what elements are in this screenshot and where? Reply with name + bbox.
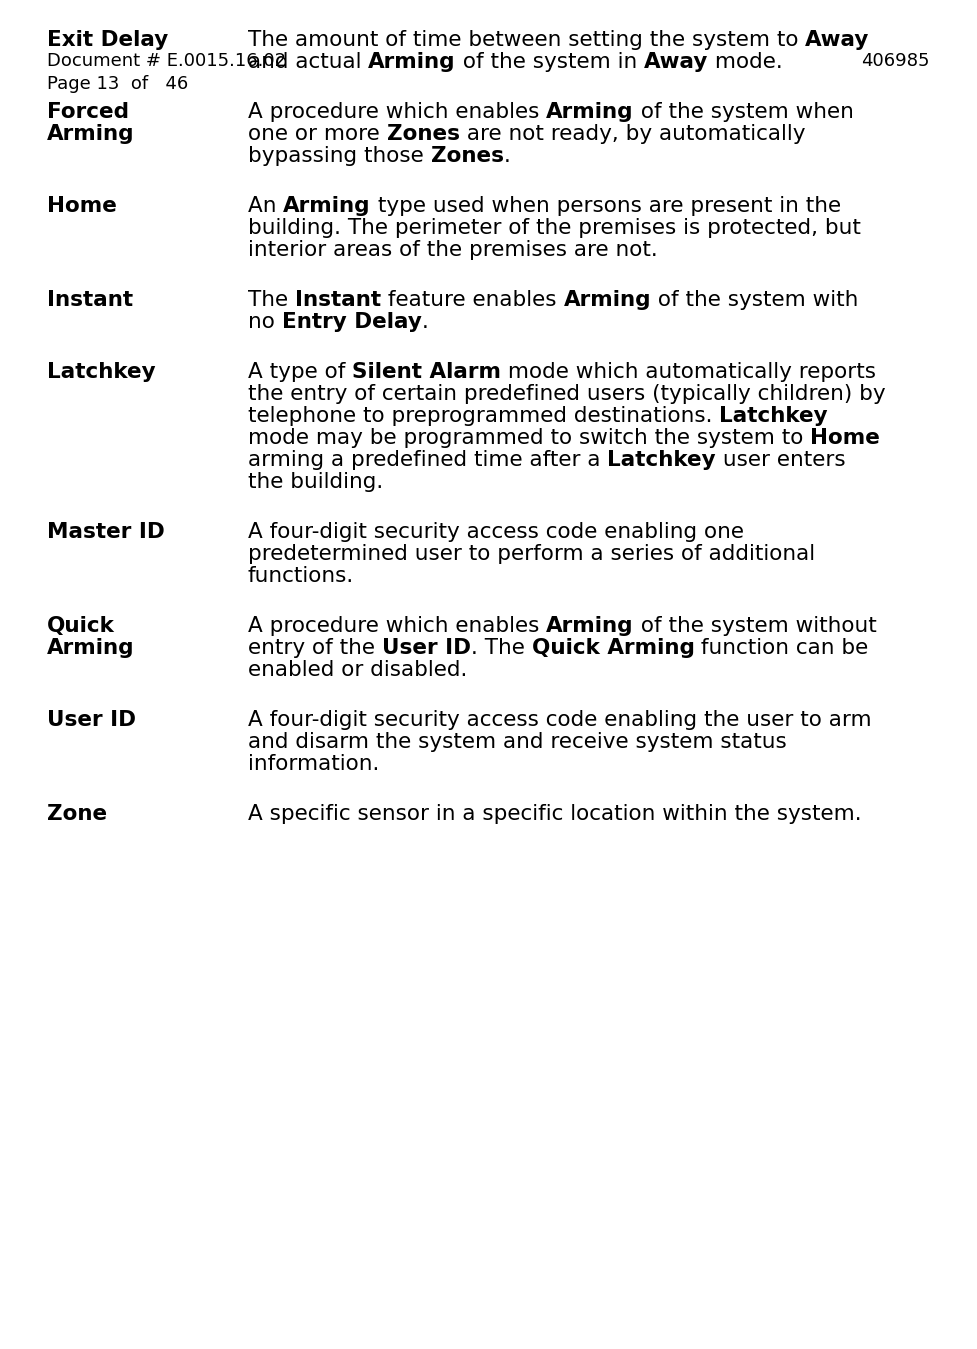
Text: .: . <box>503 146 511 166</box>
Text: Zones: Zones <box>431 146 503 166</box>
Text: User ID: User ID <box>382 638 471 658</box>
Text: type used when persons are present in the: type used when persons are present in th… <box>371 196 841 216</box>
Text: of the system with: of the system with <box>651 290 859 310</box>
Text: telephone to preprogrammed destinations.: telephone to preprogrammed destinations. <box>248 406 719 426</box>
Text: .: . <box>422 312 429 332</box>
Text: Exit Delay: Exit Delay <box>47 30 168 50</box>
Text: of the system in: of the system in <box>456 53 644 71</box>
Text: A type of: A type of <box>248 362 353 382</box>
Text: user enters: user enters <box>716 451 846 469</box>
Text: Away: Away <box>644 53 708 71</box>
Text: feature enables: feature enables <box>381 290 564 310</box>
Text: A procedure which enables: A procedure which enables <box>248 616 546 635</box>
Text: one or more: one or more <box>248 124 387 144</box>
Text: and disarm the system and receive system status: and disarm the system and receive system… <box>248 733 786 751</box>
Text: predetermined user to perform a series of additional: predetermined user to perform a series o… <box>248 544 815 564</box>
Text: Latchkey: Latchkey <box>719 406 828 426</box>
Text: Quick: Quick <box>47 616 115 635</box>
Text: arming a predefined time after a: arming a predefined time after a <box>248 451 608 469</box>
Text: no: no <box>248 312 281 332</box>
Text: A four-digit security access code enabling the user to arm: A four-digit security access code enabli… <box>248 710 871 730</box>
Text: of the system without: of the system without <box>634 616 876 635</box>
Text: Arming: Arming <box>546 103 634 121</box>
Text: function can be: function can be <box>695 638 869 658</box>
Text: 406985: 406985 <box>862 53 930 70</box>
Text: the building.: the building. <box>248 472 383 492</box>
Text: Home: Home <box>810 428 880 448</box>
Text: Instant: Instant <box>295 290 381 310</box>
Text: Page 13  of   46: Page 13 of 46 <box>47 76 189 93</box>
Text: mode.: mode. <box>708 53 784 71</box>
Text: A specific sensor in a specific location within the system.: A specific sensor in a specific location… <box>248 804 862 824</box>
Text: User ID: User ID <box>47 710 136 730</box>
Text: functions.: functions. <box>248 567 355 585</box>
Text: Zone: Zone <box>47 804 107 824</box>
Text: . The: . The <box>471 638 531 658</box>
Text: the entry of certain predefined users (typically children) by: the entry of certain predefined users (t… <box>248 384 885 403</box>
Text: Latchkey: Latchkey <box>47 362 155 382</box>
Text: Silent Alarm: Silent Alarm <box>353 362 501 382</box>
Text: A procedure which enables: A procedure which enables <box>248 103 546 121</box>
Text: The: The <box>248 290 295 310</box>
Text: The amount of time between setting the system to: The amount of time between setting the s… <box>248 30 805 50</box>
Text: entry of the: entry of the <box>248 638 382 658</box>
Text: Home: Home <box>47 196 117 216</box>
Text: information.: information. <box>248 754 379 774</box>
Text: Zones: Zones <box>387 124 459 144</box>
Text: of the system when: of the system when <box>634 103 854 121</box>
Text: Arming: Arming <box>283 196 371 216</box>
Text: building. The perimeter of the premises is protected, but: building. The perimeter of the premises … <box>248 219 861 237</box>
Text: Forced: Forced <box>47 103 129 121</box>
Text: Instant: Instant <box>47 290 133 310</box>
Text: Arming: Arming <box>564 290 651 310</box>
Text: bypassing those: bypassing those <box>248 146 431 166</box>
Text: Latchkey: Latchkey <box>608 451 716 469</box>
Text: Arming: Arming <box>546 616 634 635</box>
Text: An: An <box>248 196 283 216</box>
Text: mode may be programmed to switch the system to: mode may be programmed to switch the sys… <box>248 428 810 448</box>
Text: Document # E.0015.16.02: Document # E.0015.16.02 <box>47 53 286 70</box>
Text: Away: Away <box>805 30 870 50</box>
Text: Arming: Arming <box>47 124 135 144</box>
Text: Quick Arming: Quick Arming <box>531 638 695 658</box>
Text: enabled or disabled.: enabled or disabled. <box>248 660 467 680</box>
Text: interior areas of the premises are not.: interior areas of the premises are not. <box>248 240 658 260</box>
Text: and actual: and actual <box>248 53 368 71</box>
Text: A four-digit security access code enabling one: A four-digit security access code enabli… <box>248 522 744 542</box>
Text: mode which automatically reports: mode which automatically reports <box>501 362 876 382</box>
Text: Arming: Arming <box>368 53 456 71</box>
Text: Master ID: Master ID <box>47 522 165 542</box>
Text: Entry Delay: Entry Delay <box>281 312 422 332</box>
Text: Arming: Arming <box>47 638 135 658</box>
Text: are not ready, by automatically: are not ready, by automatically <box>459 124 805 144</box>
